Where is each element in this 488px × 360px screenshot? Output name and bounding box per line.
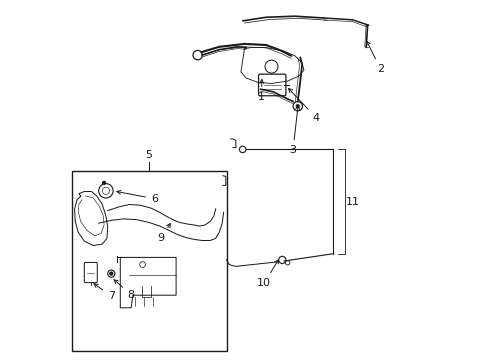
Text: 2: 2 <box>366 41 383 74</box>
Text: 1: 1 <box>258 80 264 102</box>
Text: 10: 10 <box>257 260 278 288</box>
Circle shape <box>102 181 105 184</box>
Text: 9: 9 <box>157 224 170 243</box>
Text: 3: 3 <box>289 105 299 156</box>
FancyBboxPatch shape <box>258 74 285 96</box>
Bar <box>72 171 226 351</box>
Circle shape <box>296 105 299 108</box>
Text: 4: 4 <box>288 89 319 123</box>
Circle shape <box>110 272 113 275</box>
FancyBboxPatch shape <box>84 262 97 283</box>
Text: 11: 11 <box>346 197 359 207</box>
Text: 5: 5 <box>145 150 152 160</box>
Text: 7: 7 <box>94 284 115 301</box>
Text: 6: 6 <box>117 190 158 204</box>
Text: 8: 8 <box>114 280 134 300</box>
